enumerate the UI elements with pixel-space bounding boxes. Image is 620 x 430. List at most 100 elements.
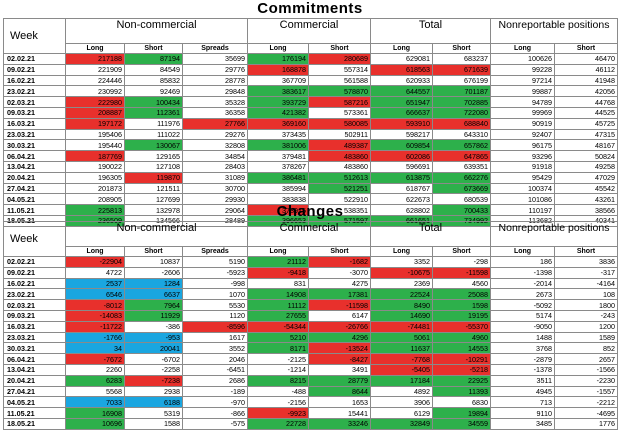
week-cell: 23.03.21 <box>3 331 66 344</box>
week-cell: 30.03.21 <box>3 139 66 152</box>
week-cell: 18.05.21 <box>3 417 66 430</box>
commercial-long-cell: 378267 <box>247 160 309 173</box>
noncommercial-long-cell: 16908 <box>65 407 125 419</box>
table-row: 16.03.21 197172 111976 27766 369160 580085 593… <box>3 117 618 130</box>
table-row: 30.03.21 195440 130067 32808 381006 489387 609… <box>3 139 618 152</box>
commercial-short-cell: 3491 <box>308 363 371 376</box>
commercial-short-cell: 15441 <box>308 407 371 419</box>
week-cell: 09.02.21 <box>3 63 66 76</box>
total-header: Total <box>370 18 491 44</box>
nonreportable-short-cell: 46112 <box>554 63 618 76</box>
total-short-cell: 4960 <box>432 331 491 344</box>
commercial-long-cell: -2125 <box>247 353 309 365</box>
nonreportable-short-cell: -4164 <box>554 277 618 290</box>
week-cell: 20.04.21 <box>3 171 66 184</box>
commercial-short-cell: -3070 <box>308 266 371 279</box>
total-short-cell: 25088 <box>432 288 491 301</box>
noncommercial-short-cell: 1588 <box>124 417 183 430</box>
noncommercial-short-cell: 85832 <box>124 74 183 87</box>
week-cell: 23.02.21 <box>3 288 66 301</box>
commercial-long-cell: 27655 <box>247 309 309 322</box>
week-cell: 16.02.21 <box>3 74 66 87</box>
nonreportable-long-cell: -1378 <box>490 363 555 376</box>
table-row: 16.03.21 -11722 -386 -8596 -54344 -26766 -7448… <box>3 320 618 333</box>
total-short-cell: 647865 <box>432 150 491 162</box>
long-subheader: Long <box>65 246 125 257</box>
total-long-cell: 596691 <box>370 160 433 173</box>
total-short-cell: 673669 <box>432 182 491 195</box>
noncommercial-short-cell: -386 <box>124 320 183 333</box>
nonreportable-short-cell: 1589 <box>554 331 618 344</box>
noncommercial-long-cell: 5568 <box>65 385 125 398</box>
week-cell: 16.03.21 <box>3 320 66 333</box>
noncommercial-spreads-cell: -575 <box>182 417 248 430</box>
nonreportable-long-cell: 97214 <box>490 74 555 87</box>
commercial-short-cell: -11598 <box>308 299 371 311</box>
total-long-cell: 4892 <box>370 385 433 398</box>
nonreportable-short-cell: 47029 <box>554 171 618 184</box>
nonreportable-long-cell: -2014 <box>490 277 555 290</box>
total-short-cell: 643310 <box>432 128 491 141</box>
total-long-cell: 11637 <box>370 342 433 355</box>
noncommercial-spreads-cell: 5530 <box>182 299 248 311</box>
table-row: 27.04.21 5568 2938 -189 -488 8644 4892 11393 494… <box>3 385 618 398</box>
commercial-short-cell: 483860 <box>308 160 371 173</box>
nonreportable-long-cell: -1398 <box>490 266 555 279</box>
noncommercial-spreads-cell: 32808 <box>182 139 248 152</box>
noncommercial-spreads-cell: -998 <box>182 277 248 290</box>
commercial-short-cell: 502911 <box>308 128 371 141</box>
commercial-long-cell: 381006 <box>247 139 309 152</box>
total-long-cell: 3352 <box>370 256 433 268</box>
table-row: 11.05.21 16908 5319 -866 -9923 15441 6129 19894… <box>3 407 618 419</box>
noncommercial-short-cell: -6702 <box>124 353 183 365</box>
nonreportable-short-cell: 1776 <box>554 417 618 430</box>
total-short-cell: 683237 <box>432 53 491 65</box>
noncommercial-short-cell: 100434 <box>124 96 183 108</box>
total-long-cell: 5061 <box>370 331 433 344</box>
commercial-short-cell: 17381 <box>308 288 371 301</box>
nonreportable-long-cell: -9050 <box>490 320 555 333</box>
short-subheader: Short <box>308 246 371 257</box>
noncommercial-spreads-cell: 31089 <box>182 171 248 184</box>
week-cell: 02.03.21 <box>3 299 66 311</box>
total-long-cell: 3906 <box>370 396 433 409</box>
noncommercial-spreads-cell: 2046 <box>182 353 248 365</box>
noncommercial-short-cell: -7238 <box>124 374 183 387</box>
nonreportable-short-cell: -2212 <box>554 396 618 409</box>
noncommercial-short-cell: 119870 <box>124 171 183 184</box>
week-cell: 09.03.21 <box>3 309 66 322</box>
noncommercial-long-cell: -22904 <box>65 256 125 268</box>
commercial-long-cell: 369160 <box>247 117 309 130</box>
commitments-title: Commitments <box>257 0 363 17</box>
commercial-short-cell: 578870 <box>308 85 371 98</box>
total-long-cell: 17184 <box>370 374 433 387</box>
spreads-subheader: Spreads <box>182 43 248 54</box>
total-short-cell: 34559 <box>432 417 491 430</box>
nonreportable-header: Nonreportable positions <box>490 221 618 247</box>
total-short-cell: 702885 <box>432 96 491 108</box>
total-long-cell: -74481 <box>370 320 433 333</box>
noncommercial-spreads-cell: 29276 <box>182 128 248 141</box>
commercial-short-cell: 28779 <box>308 374 371 387</box>
commercial-short-cell: 33246 <box>308 417 371 430</box>
week-header: Week <box>3 221 66 257</box>
nonreportable-long-cell: 99969 <box>490 106 555 119</box>
week-cell: 06.04.21 <box>3 150 66 162</box>
noncommercial-long-cell: 190022 <box>65 160 125 173</box>
changes-body: 02.02.21 -22904 10837 5190 21112 -1682 3352 -29… <box>3 256 618 430</box>
noncommercial-long-cell: 7033 <box>65 396 125 409</box>
noncommercial-long-cell: 222980 <box>65 96 125 108</box>
table-row: 09.02.21 221909 84549 29776 168878 557314 6185… <box>3 63 618 76</box>
nonreportable-long-cell: 95429 <box>490 171 555 184</box>
noncommercial-short-cell: 92469 <box>124 85 183 98</box>
week-cell: 02.02.21 <box>3 53 66 65</box>
nonreportable-short-cell: -1566 <box>554 363 618 376</box>
noncommercial-short-cell: 2938 <box>124 385 183 398</box>
noncommercial-spreads-cell: -8596 <box>182 320 248 333</box>
table-row: 09.03.21 208887 112361 36358 421382 573361 666… <box>3 106 618 119</box>
spreads-subheader: Spreads <box>182 246 248 257</box>
total-long-cell: 620933 <box>370 74 433 87</box>
table-row: 23.03.21 -1766 -953 1617 5210 4296 5061 4960 148… <box>3 331 618 344</box>
commercial-long-cell: 385994 <box>247 182 309 195</box>
long-subheader: Long <box>490 43 555 54</box>
